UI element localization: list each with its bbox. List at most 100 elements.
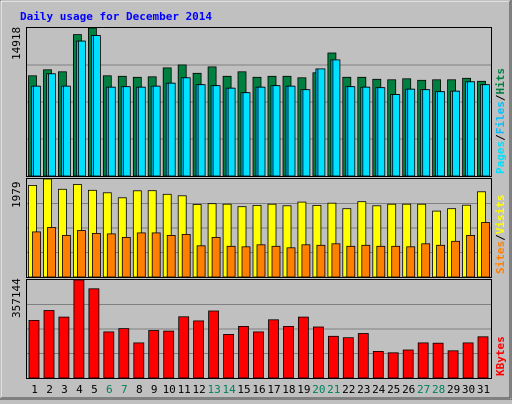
bar-kbytes-day-28 (432, 342, 444, 379)
x-tick-label-day-7: 7 (121, 383, 128, 396)
bar-sites-day-8 (136, 232, 146, 278)
bar-pages-day-14 (227, 87, 236, 177)
legend-hits-files-pages: Pages/Files/Hits (494, 68, 507, 174)
bar-sites-day-4 (77, 230, 86, 278)
bar-pages-day-2 (48, 73, 56, 177)
bar-sites-day-24 (376, 245, 386, 278)
bar-sites-day-15 (241, 246, 251, 278)
bar-sites-day-7 (121, 236, 131, 278)
bar-pages-day-16 (257, 86, 266, 177)
bar-sites-day-1 (32, 231, 41, 278)
x-tick-label-day-18: 18 (282, 383, 295, 396)
bar-sites-day-16 (256, 244, 266, 278)
bar-pages-day-6 (107, 86, 116, 177)
bar-pages-day-1 (33, 85, 41, 177)
bar-pages-day-12 (197, 84, 206, 177)
bar-pages-day-9 (152, 85, 161, 177)
x-tick-label-day-30: 30 (462, 383, 475, 396)
x-tick-label-day-15: 15 (237, 383, 250, 396)
legend-sites: Sites (494, 241, 507, 274)
bar-sites-day-18 (286, 247, 296, 278)
x-tick-label-day-27: 27 (417, 383, 430, 396)
bar-kbytes-day-7 (118, 328, 130, 379)
legend-hits: Hits (494, 68, 507, 95)
bar-pages-day-26 (407, 88, 416, 177)
bar-kbytes-day-13 (208, 310, 220, 379)
bar-kbytes-day-24 (372, 350, 384, 379)
y-max-label-visits: 1979 (10, 182, 23, 209)
bar-sites-day-19 (301, 244, 311, 278)
x-tick-label-day-23: 23 (357, 383, 370, 396)
bar-sites-day-9 (151, 232, 161, 278)
bar-pages-day-19 (302, 89, 311, 177)
x-tick-label-day-26: 26 (402, 383, 415, 396)
legend-files: Files (494, 101, 507, 134)
legend-kbytes-text: KBytes (494, 336, 507, 376)
legend-sep-2: / (494, 94, 507, 101)
x-tick-label-day-21: 21 (327, 383, 340, 396)
x-tick-label-day-6: 6 (106, 383, 113, 396)
bar-kbytes-day-30 (462, 342, 474, 379)
panel-frame-visits (26, 178, 492, 278)
bar-pages-day-13 (212, 85, 221, 177)
bar-sites-day-30 (466, 234, 476, 278)
bar-kbytes-day-19 (297, 316, 309, 379)
bar-kbytes-day-23 (357, 333, 369, 379)
bar-kbytes-day-26 (402, 349, 414, 379)
legend-visits: Visits (494, 195, 507, 235)
x-tick-label-day-3: 3 (61, 383, 68, 396)
x-tick-label-day-14: 14 (222, 383, 236, 396)
x-tick-label-day-4: 4 (76, 383, 83, 396)
bar-pages-day-21 (332, 59, 341, 177)
bar-kbytes-day-4 (73, 279, 85, 379)
bar-sites-day-6 (106, 233, 116, 278)
bar-kbytes-day-9 (148, 330, 160, 379)
x-tick-label-day-8: 8 (136, 383, 143, 396)
bar-sites-day-29 (451, 240, 461, 278)
y-max-label-kbytes: 357144 (10, 278, 23, 318)
bar-pages-day-23 (362, 86, 371, 177)
x-tick-label-day-11: 11 (178, 383, 191, 396)
bar-sites-day-31 (481, 222, 490, 278)
bar-pages-day-5 (93, 35, 101, 177)
bar-pages-day-4 (78, 40, 86, 177)
x-axis-labels: 1 2 3 4 5 6 7 8 9 10 11 12 13 14 15 16 17 18 19 20 21 22 23 24 2… (31, 383, 490, 396)
panel-frame-hits (26, 27, 492, 177)
legend-visits-sites: Sites/Visits (494, 195, 507, 275)
bar-pages-day-24 (377, 87, 386, 177)
bar-pages-day-22 (347, 86, 356, 177)
bar-sites-day-17 (271, 245, 281, 278)
bar-sites-day-20 (316, 244, 326, 278)
bar-kbytes-day-31 (477, 336, 489, 379)
x-tick-label-day-9: 9 (151, 383, 158, 396)
legend-pages: Pages (494, 141, 507, 174)
bar-sites-day-28 (436, 244, 446, 278)
bar-sites-day-14 (226, 245, 236, 278)
bar-kbytes-day-29 (447, 350, 459, 379)
bar-pages-day-15 (242, 92, 251, 177)
x-tick-label-day-22: 22 (342, 383, 355, 396)
bar-kbytes-day-27 (417, 342, 429, 379)
bar-sites-day-23 (361, 244, 371, 278)
x-tick-label-day-1: 1 (31, 383, 38, 396)
bar-sites-day-5 (92, 232, 101, 278)
bar-pages-day-10 (167, 82, 176, 177)
bar-sites-day-11 (181, 233, 191, 278)
bar-sites-day-22 (346, 245, 356, 278)
bar-pages-day-25 (392, 94, 401, 177)
bar-kbytes-day-10 (163, 330, 175, 379)
bar-kbytes-day-15 (238, 325, 249, 379)
bar-sites-day-10 (166, 234, 176, 278)
bar-pages-day-29 (452, 90, 461, 177)
bar-kbytes-day-8 (133, 342, 145, 379)
x-tick-label-day-19: 19 (297, 383, 310, 396)
bar-sites-day-3 (62, 234, 71, 278)
bar-kbytes-day-20 (312, 326, 324, 379)
bar-pages-day-31 (482, 84, 490, 177)
bar-pages-day-28 (437, 91, 446, 177)
legend-kbytes: KBytes (494, 336, 507, 376)
bar-sites-day-12 (196, 245, 206, 278)
bar-pages-day-30 (467, 81, 476, 177)
